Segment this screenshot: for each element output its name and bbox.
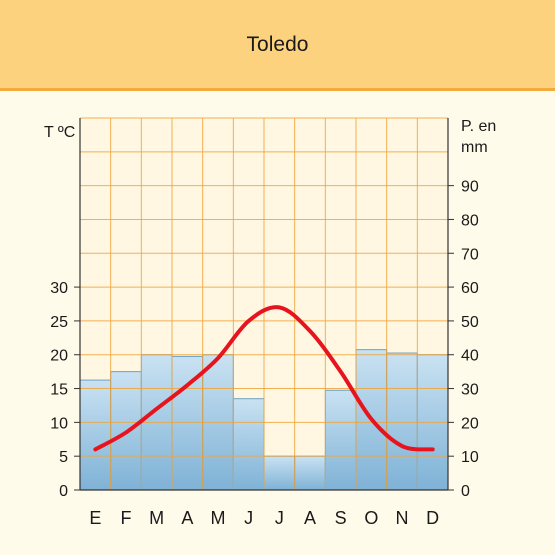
y-left-tick-label: 10 <box>50 415 68 432</box>
chart-title: Toledo <box>246 33 309 56</box>
y-right-tick-label: 70 <box>461 246 479 263</box>
x-tick-label: N <box>396 508 409 528</box>
y-left-tick-label: 5 <box>59 449 68 466</box>
x-tick-label: F <box>121 508 132 528</box>
y-right-tick-label: 80 <box>461 212 479 229</box>
x-tick-label: E <box>89 508 101 528</box>
temperature-line <box>93 305 435 452</box>
y-right-label-line1: P. en <box>461 118 496 135</box>
x-tick-label: D <box>426 508 439 528</box>
y-left-tick-label: 25 <box>50 314 68 331</box>
y-left-tick-label: 20 <box>50 348 68 365</box>
x-tick-label: O <box>364 508 378 528</box>
y-right-label-line2: mm <box>461 139 488 156</box>
axes <box>79 118 449 491</box>
header-bar: Toledo <box>0 0 555 91</box>
gridlines <box>80 117 448 490</box>
x-tick-label: S <box>335 508 347 528</box>
y-left-tick-label: 15 <box>50 382 68 399</box>
y-right-tick-label: 90 <box>461 179 479 196</box>
y-right-tick-label: 50 <box>461 314 479 331</box>
x-tick-label: J <box>275 508 284 528</box>
y-right-tick-label: 10 <box>461 449 479 466</box>
y-left-label: T ºC <box>44 124 75 141</box>
x-tick-label: J <box>244 508 253 528</box>
y-left-tick-label: 0 <box>59 483 68 500</box>
x-tick-label: A <box>304 508 316 528</box>
x-tick-label: A <box>181 508 193 528</box>
y-right-tick-label: 0 <box>461 483 470 500</box>
y-right-tick-label: 60 <box>461 280 479 297</box>
precipitation-bar <box>324 389 357 491</box>
y-right-tick-label: 30 <box>461 382 479 399</box>
precipitation-bar <box>386 352 418 491</box>
precipitation-bar <box>263 455 296 491</box>
precipitation-bar <box>294 455 326 491</box>
y-right-tick-label: 20 <box>461 415 479 432</box>
y-right-tick-label: 40 <box>461 348 479 365</box>
x-tick-label: M <box>211 508 226 528</box>
y-left-tick-label: 30 <box>50 280 68 297</box>
precipitation-bar <box>232 398 265 491</box>
precipitation-bar <box>79 379 112 491</box>
x-tick-label: M <box>149 508 164 528</box>
